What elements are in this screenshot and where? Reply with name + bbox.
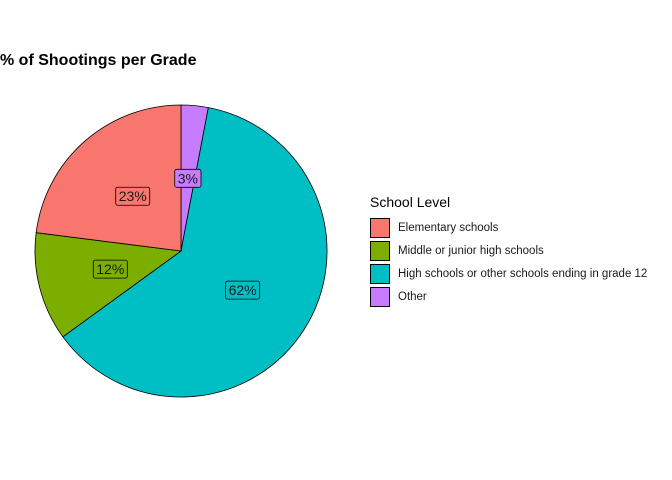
legend-items: Elementary schools Middle or junior high … bbox=[370, 216, 670, 308]
pie-label-box bbox=[225, 280, 261, 300]
pie-label-elementary-schools: 23% bbox=[115, 186, 151, 206]
pie-label-middle-or-junior-high-schools: 12% bbox=[92, 259, 128, 279]
pie-label-text: 62% bbox=[229, 282, 257, 298]
pie-label-other: 3% bbox=[174, 168, 202, 188]
legend-swatch bbox=[370, 217, 390, 238]
legend-item-high-schools-or-other-schools-ending-in-grade-12: High schools or other schools ending in … bbox=[370, 262, 670, 285]
pie-slices bbox=[34, 104, 328, 398]
legend-swatch bbox=[370, 286, 390, 307]
pie-labels: 3% 62% 12% 23% bbox=[92, 168, 261, 300]
pie-label-box bbox=[174, 168, 202, 188]
legend: School Level Elementary schools Middle or… bbox=[370, 194, 670, 308]
legend-label: Elementary schools bbox=[398, 221, 499, 234]
pie-label-text: 12% bbox=[96, 261, 124, 277]
pie-label-box bbox=[92, 259, 128, 279]
legend-item-middle-or-junior-high-schools: Middle or junior high schools bbox=[370, 239, 670, 262]
legend-item-elementary-schools: Elementary schools bbox=[370, 216, 670, 239]
chart-title: % of Shootings per Grade bbox=[0, 52, 197, 69]
legend-label: Other bbox=[398, 290, 427, 303]
pie-slice-middle-or-junior-high-schools bbox=[34, 232, 183, 338]
pie-label-box bbox=[115, 186, 151, 206]
legend-title: School Level bbox=[370, 194, 451, 210]
pie-slice-high-schools-or-other-schools-ending-in-grade-12 bbox=[62, 107, 328, 398]
pie-label-text: 23% bbox=[119, 188, 147, 204]
legend-label: Middle or junior high schools bbox=[398, 244, 544, 257]
legend-swatch bbox=[370, 263, 390, 284]
legend-swatch bbox=[370, 240, 390, 261]
legend-item-other: Other bbox=[370, 285, 670, 308]
legend-label: High schools or other schools ending in … bbox=[398, 267, 648, 280]
pie-label-text: 3% bbox=[178, 170, 198, 186]
pie-label-high-schools-or-other-schools-ending-in-grade-12: 62% bbox=[225, 280, 261, 300]
pie-slice-elementary-schools bbox=[35, 104, 182, 252]
